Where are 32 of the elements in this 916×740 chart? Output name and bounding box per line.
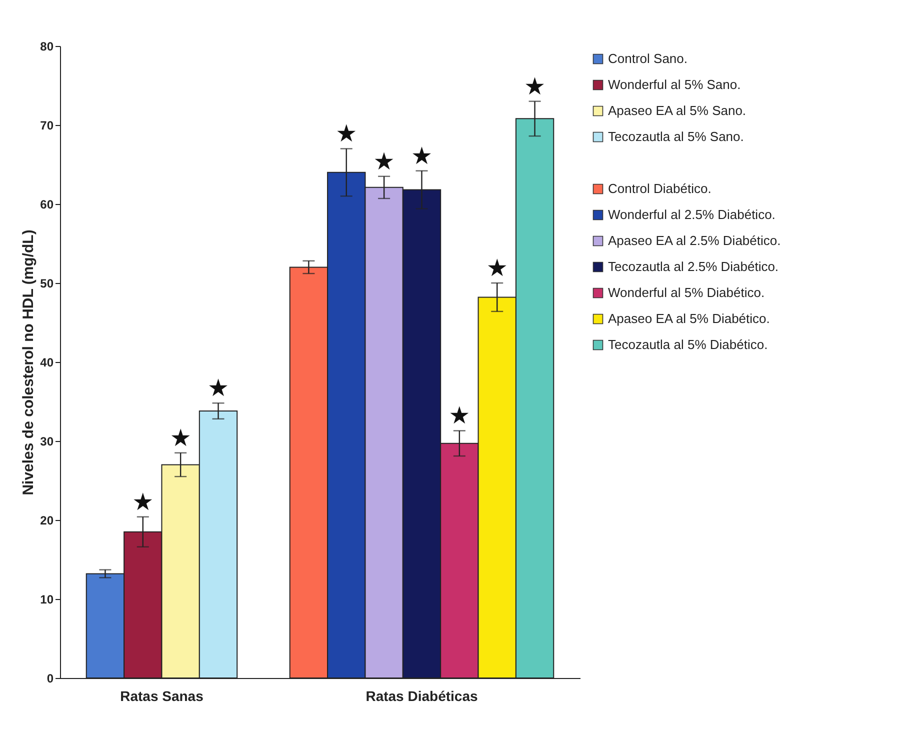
y-axis-title: Niveles de colesterol no HDL (mg/dL): [20, 230, 38, 496]
legend-label: Wonderful al 5% Sano.: [608, 77, 741, 92]
data-label: ★: [524, 72, 546, 100]
legend-label: Control Diabético.: [608, 181, 712, 196]
legend-label: Apaseo EA al 5% Diabético.: [608, 311, 770, 326]
y-tick-label: 0: [46, 672, 54, 686]
legend-label: Tecozautla al 5% Diabético.: [608, 337, 768, 352]
data-label: ★: [132, 488, 154, 516]
y-tick-label: 50: [40, 276, 54, 290]
x-tick-label: Ratas Diabéticas: [366, 688, 478, 704]
legend-label: Wonderful al 5% Diabético.: [608, 285, 765, 300]
y-tick-label: 30: [40, 434, 54, 448]
data-label: ★: [336, 120, 358, 148]
y-tick-label: 80: [40, 40, 54, 54]
data-label: ★: [170, 424, 192, 452]
data-label: ★: [410, 142, 432, 170]
legend-label: Control Sano.: [608, 51, 688, 66]
legend-label: Apaseo EA al 2.5% Diabético.: [608, 233, 781, 248]
legend-label: Tecozautla al 5% Sano.: [608, 129, 744, 144]
y-tick-label: 10: [40, 592, 54, 606]
y-tick-label: 70: [40, 118, 54, 132]
legend-label: Apaseo EA al 5% Sano.: [608, 103, 746, 118]
y-tick-label: 40: [40, 356, 54, 370]
x-tick-label: Ratas Sanas: [120, 688, 204, 704]
legend-label: Tecozautla al 2.5% Diabético.: [608, 259, 779, 274]
y-tick-label: 20: [40, 514, 54, 528]
data-label: ★: [208, 374, 230, 402]
data-label: ★: [448, 402, 470, 430]
data-label: ★: [486, 254, 508, 282]
y-tick-label: 60: [40, 198, 54, 212]
data-label: ★: [373, 147, 395, 176]
legend-label: Wonderful al 2.5% Diabético.: [608, 207, 776, 222]
